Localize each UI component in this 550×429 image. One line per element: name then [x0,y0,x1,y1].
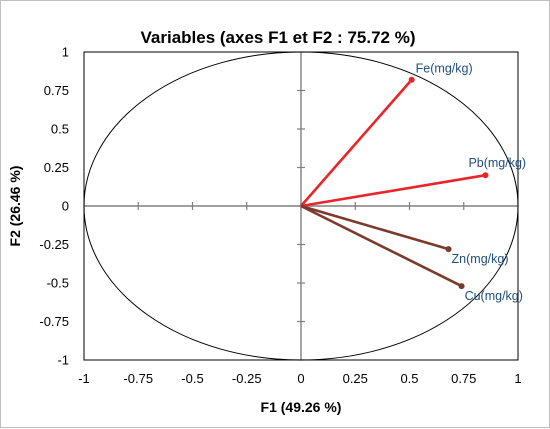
vector-arrow [300,173,486,208]
vector-endpoint [482,172,489,179]
y-tick-label: -0.75 [39,314,69,329]
y-axis-title: F2 (26.46 %) [7,166,23,247]
y-tick-label: -0.25 [39,237,69,252]
vector-endpoint [408,76,415,83]
y-tick-label: 1 [62,45,69,60]
vector-endpoint [458,283,465,290]
x-axis-title: F1 (49.26 %) [261,399,342,415]
vector-label: Zn(mg/kg) [452,252,509,266]
vector-arrow [300,78,413,207]
y-tick-label: 0 [62,199,69,214]
circle-layer [83,51,519,361]
chart-title: Variables (axes F1 et F2 : 75.72 %) [141,28,416,47]
vector-label: Pb(mg/kg) [468,156,526,170]
y-tick-label: 0.25 [44,160,69,175]
vector-label: Fe(mg/kg) [416,62,473,76]
vectors-layer: Fe(mg/kg) Pb(mg/kg) Zn(mg/kg) Cu(mg/kg) [300,62,526,303]
vector-arrow [300,204,449,251]
y-tick-label: 0.5 [51,122,69,137]
tick-labels-layer: -1 -0.75 -0.5 -0.25 0 0.25 0.5 0.75 1 1 0.75 0.5 0.2… [39,45,521,387]
x-tick-label: -0.5 [181,371,203,386]
x-tick-label: 0.5 [400,371,418,386]
vector-label: Cu(mg/kg) [465,289,523,303]
y-tick-label: -1 [57,353,69,368]
y-tick-label: -0.5 [47,276,69,291]
x-tick-label: 0.75 [451,371,476,386]
x-tick-label: -0.75 [123,371,153,386]
vector-endpoint [445,246,452,253]
x-tick-label: 0.25 [343,371,368,386]
x-tick-label: 1 [514,371,521,386]
x-tick-label: -0.25 [232,371,262,386]
correlation-circle [83,51,519,361]
vector-arrow [300,204,463,288]
x-tick-label: -1 [78,371,90,386]
x-tick-label: 0 [297,371,304,386]
y-tick-label: 0.75 [44,83,69,98]
